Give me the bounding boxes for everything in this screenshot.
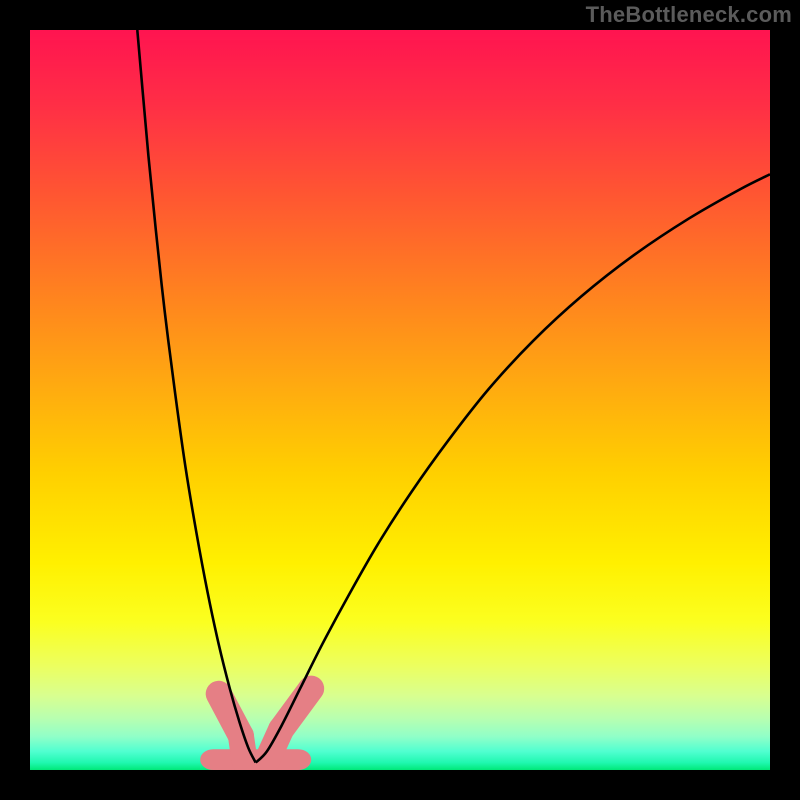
- gradient-background: [30, 30, 770, 770]
- plot-area: [30, 30, 770, 770]
- plot-svg: [30, 30, 770, 770]
- outer-frame: TheBottleneck.com: [0, 0, 800, 800]
- attribution-label: TheBottleneck.com: [586, 2, 792, 28]
